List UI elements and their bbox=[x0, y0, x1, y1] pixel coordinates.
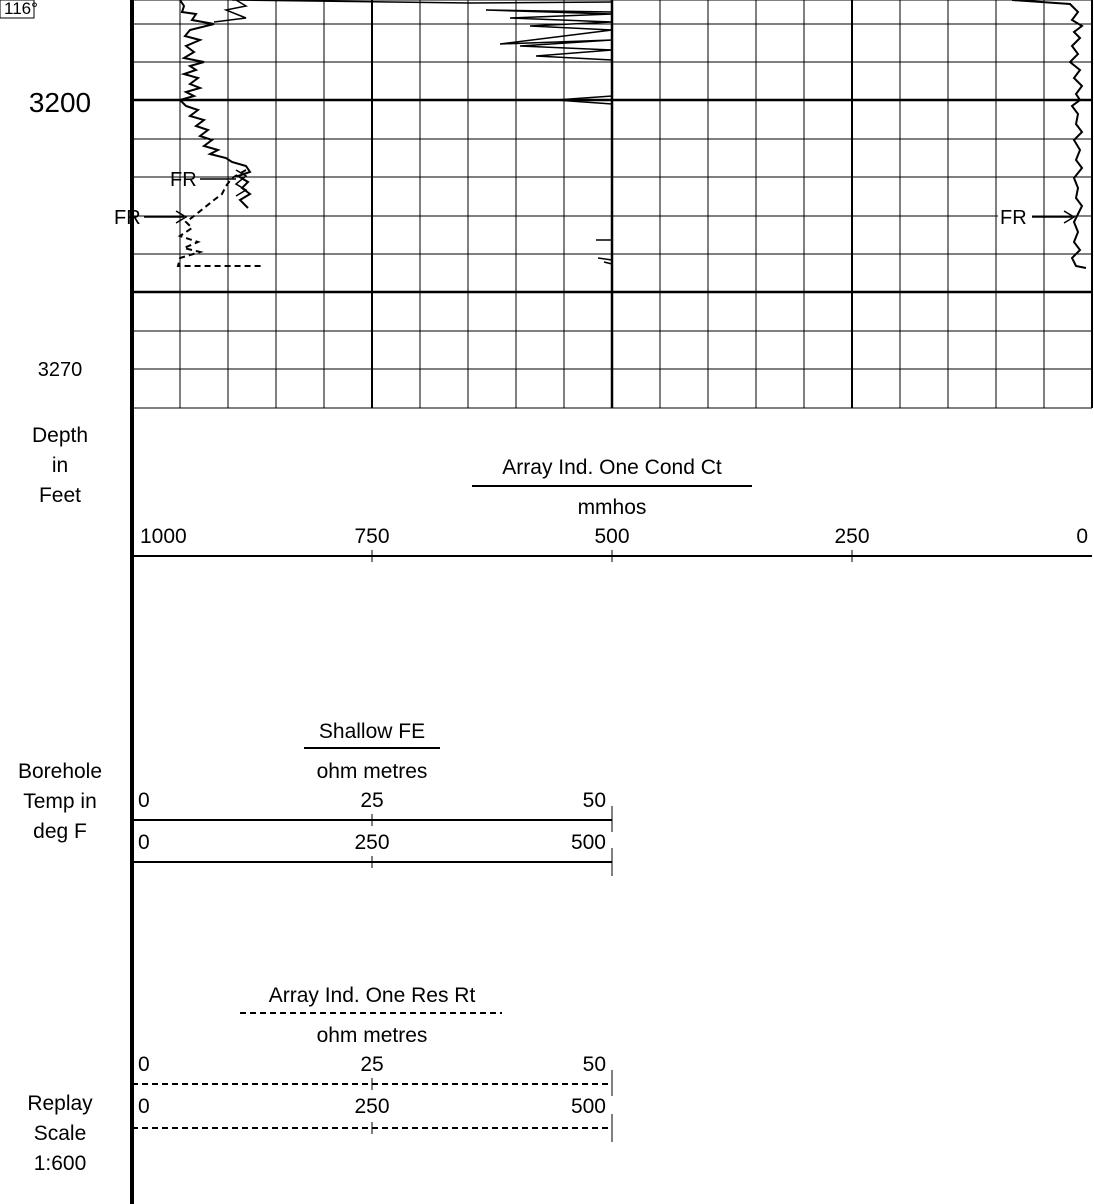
shallow-fe-s2-250: 250 bbox=[354, 831, 389, 854]
shallow-fe-title: Shallow FE bbox=[319, 720, 425, 743]
shallow-fe-s1-25: 25 bbox=[360, 789, 383, 812]
scale-label-line1: Replay bbox=[27, 1092, 93, 1115]
res-rt-s2-250: 250 bbox=[354, 1095, 389, 1118]
depth-unit-line1: Depth bbox=[32, 424, 88, 447]
shallow-fe-s2-500: 500 bbox=[571, 831, 606, 854]
shallow-fe-unit: ohm metres bbox=[317, 760, 428, 783]
temp-label-line3: deg F bbox=[33, 820, 87, 843]
depth-label-3200: 3200 bbox=[29, 87, 91, 118]
cond-tick-750: 750 bbox=[354, 525, 389, 548]
res-rt-curve bbox=[176, 169, 264, 267]
fr-marker-left: FR bbox=[114, 207, 188, 229]
cond-right-curve bbox=[1011, 0, 1087, 269]
log-grid bbox=[132, 0, 1093, 409]
cond-header-unit: mmhos bbox=[578, 496, 647, 519]
res-rt-title: Array Ind. One Res Rt bbox=[269, 984, 476, 1007]
shallow-fe-s1-0: 0 bbox=[138, 789, 150, 812]
depth-unit-line2: in bbox=[52, 454, 68, 477]
shallow-fe-curve-b bbox=[213, 0, 249, 197]
res-rt-s1-25: 25 bbox=[360, 1053, 383, 1076]
cond-spikes-curve bbox=[231, 0, 613, 265]
temp-marker-box bbox=[0, 0, 35, 19]
res-rt-s1-50: 50 bbox=[583, 1053, 606, 1076]
scale-label-line2: Scale bbox=[34, 1122, 87, 1145]
svg-text:FR: FR bbox=[1000, 207, 1027, 229]
cond-tick-1000: 1000 bbox=[140, 525, 187, 548]
shallow-fe-curve bbox=[178, 0, 252, 209]
cond-header: Array Ind. One Cond Ct mmhos 1000 750 50… bbox=[132, 456, 1092, 562]
svg-text:FR: FR bbox=[170, 169, 197, 191]
res-rt-s2-500: 500 bbox=[571, 1095, 606, 1118]
temp-label-line2: Temp in bbox=[23, 790, 97, 813]
scale-label-line3: 1:600 bbox=[34, 1152, 87, 1175]
shallow-fe-s2-0: 0 bbox=[138, 831, 150, 854]
temp-marker: 116° bbox=[4, 0, 38, 18]
cond-header-title: Array Ind. One Cond Ct bbox=[502, 456, 722, 479]
shallow-fe-s1-50: 50 bbox=[583, 789, 606, 812]
cond-tick-250: 250 bbox=[834, 525, 869, 548]
fr-marker-right: FR bbox=[998, 206, 1076, 229]
res-rt-s1-0: 0 bbox=[138, 1053, 150, 1076]
log-curves bbox=[176, 0, 1087, 269]
res-rt-unit: ohm metres bbox=[317, 1024, 428, 1047]
depth-unit-line3: Feet bbox=[39, 484, 81, 507]
cond-tick-0: 0 bbox=[1076, 525, 1088, 548]
res-rt-header: Array Ind. One Res Rt ohm metres 0 25 50… bbox=[132, 984, 613, 1142]
svg-text:FR: FR bbox=[114, 207, 141, 229]
fr-marker-inner: FR bbox=[170, 169, 236, 191]
cond-tick-500: 500 bbox=[594, 525, 629, 548]
temp-label-line1: Borehole bbox=[18, 760, 102, 783]
res-rt-s2-0: 0 bbox=[138, 1095, 150, 1118]
depth-label-3270: 3270 bbox=[38, 359, 83, 381]
shallow-fe-header: Shallow FE ohm metres 0 25 50 0 250 500 bbox=[132, 720, 613, 876]
